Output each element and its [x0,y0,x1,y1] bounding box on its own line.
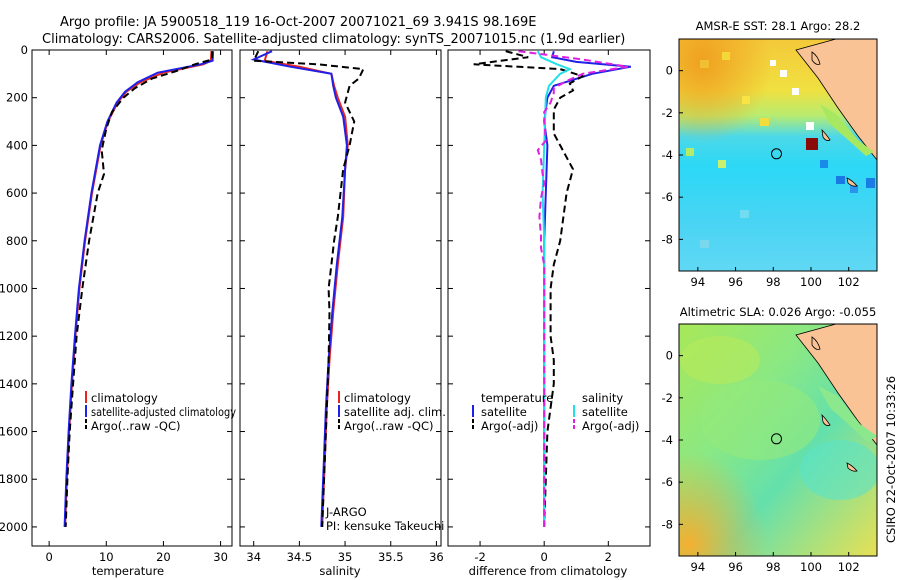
figure-title-line1: Argo profile: JA 5900518_119 16-Oct-2007… [60,15,537,30]
map-y-tick-label: -2 [662,391,673,405]
map-x-tick-label: 100 [800,275,822,289]
legend-label-climatology: climatology [91,391,158,405]
map-y-tick-label: -2 [662,106,673,120]
map-y-tick-label: 0 [666,64,673,78]
y-tick-label: 2000 [0,520,28,534]
map-y-tick-label: -6 [662,190,673,204]
program-annotation: J-ARGO [325,505,367,519]
y-tick-label: 1200 [0,329,28,343]
temperature-xlabel: temperature [92,564,164,578]
legend-label-argo: Argo(..raw -QC) [344,419,434,433]
sla-map-title: Altimetric SLA: 0.026 Argo: -0.055 [680,305,877,319]
map-x-tick-label: 98 [766,560,781,574]
salinity-xlabel: salinity [319,564,360,578]
series-line-satellite-adjusted-climatology [63,51,215,527]
series-line-argo-raw-qc [252,50,365,527]
x-tick-label: 0 [541,550,548,564]
y-tick-label: 1400 [0,377,28,391]
y-tick-label: 1000 [0,281,28,295]
x-tick-label: 34.5 [287,550,313,564]
y-tick-label: 1800 [0,472,28,486]
series-line-argo-raw-qc [64,51,213,527]
map-y-tick-label: -6 [662,475,673,489]
figure-title-line2: Climatology: CARS2006. Satellite-adjuste… [42,32,625,47]
y-tick-label: 200 [6,91,28,105]
series-line-salinity-argo-adj [518,50,628,527]
x-tick-label: 35.5 [378,550,404,564]
x-tick-label: 2 [605,550,612,564]
x-tick-label: 10 [99,550,114,564]
series-line-climatology [64,51,213,527]
series-line-salinity-satellite [536,50,573,527]
sst-argo-marker [771,148,782,160]
series-line-temperature-argo-adj [473,50,586,527]
map-y-tick-label: 0 [666,349,673,363]
legend-label-satellite: satellite adj. clim. [344,405,446,419]
credit-label: CSIRO 22-Oct-2007 10:33:26 [884,376,898,543]
temperature-legend: climatology satellite-adjusted climatolo… [85,391,236,433]
map-x-tick-label: 102 [838,275,860,289]
y-tick-label: 800 [6,234,28,248]
y-tick-label: 0 [21,43,28,57]
series-line-satellite-adj-clim [250,50,348,527]
legend-label-satellite: satellite-adjusted climatology [91,405,236,419]
temperature-axes [31,49,233,547]
map-x-tick-label: 94 [691,275,706,289]
x-tick-label: -2 [474,550,485,564]
map-x-tick-label: 96 [728,275,743,289]
x-tick-label: 0 [45,550,52,564]
y-tick-label: 1600 [0,425,28,439]
map-x-tick-label: 94 [691,560,706,574]
legend-label-salinity-argo: Argo(-adj) [582,419,639,433]
sst-map-image [679,39,877,271]
salinity-legend: climatology satellite adj. clim. Argo(..… [338,391,446,433]
map-y-tick-label: -8 [662,517,673,531]
series-line-temperature-satellite [543,50,631,527]
legend-label-climatology: climatology [344,391,411,405]
map-x-tick-label: 100 [800,560,822,574]
axis-ticks: 0 10 20 30020040060080010001200140016001800… [0,43,650,564]
sst-map-title: AMSR-E SST: 28.1 Argo: 28.2 [696,19,861,33]
map-x-tick-label: 96 [728,560,743,574]
pi-annotation: PI: kensuke Takeuchi [326,519,444,533]
legend-label-salinity-satellite: satellite [582,405,628,419]
sla-argo-marker [771,433,782,445]
map-x-tick-label: 98 [766,275,781,289]
salinity-axes [239,49,442,547]
x-tick-label: 36 [429,550,444,564]
y-tick-label: 600 [6,186,28,200]
y-tick-label: 400 [6,138,28,152]
map-y-tick-label: -4 [662,148,673,162]
legend-label-temperature-satellite: satellite [481,405,527,419]
sla-map-image [679,324,877,556]
map-y-tick-label: -4 [662,433,673,447]
x-tick-label: 35 [338,550,353,564]
map-x-tick-label: 102 [838,560,860,574]
profile-lines [63,50,631,527]
legend-label-temperature-argo: Argo(-adj) [481,419,538,433]
legend-label-argo: Argo(..raw -QC) [91,419,181,433]
legend-header-temperature: temperature [481,391,553,405]
x-tick-label: 34 [246,550,261,564]
difference-axes [447,49,651,547]
legend-header-salinity: salinity [582,391,623,405]
x-tick-label: 20 [156,550,171,564]
map-y-tick-label: -8 [662,232,673,246]
x-tick-label: 30 [213,550,228,564]
difference-legend: temperature salinity satellite Argo(-adj… [472,391,639,433]
map-axis-ticks: 94 96 98 100 102 0 -2 -4 -6 -8 94 96 98 100 102 0 -2 -4 -6… [662,64,860,574]
difference-xlabel: difference from climatology [469,564,628,578]
